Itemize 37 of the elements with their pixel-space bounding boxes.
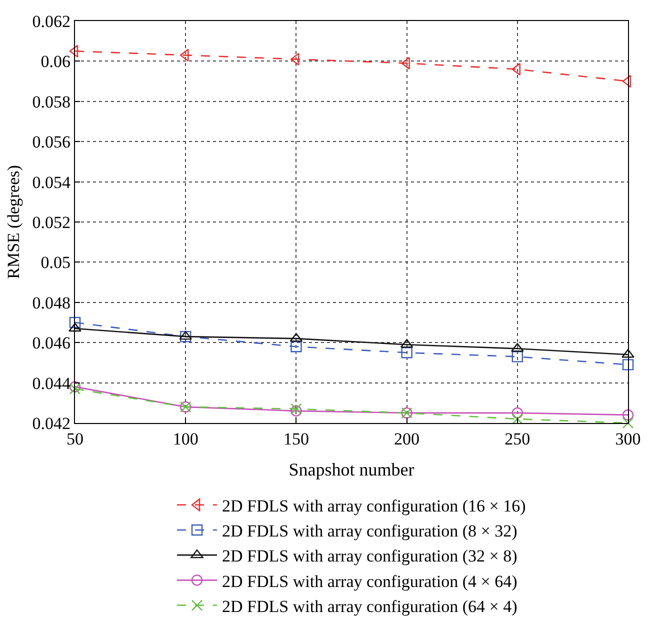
point xyxy=(512,407,523,419)
point xyxy=(622,417,634,429)
point xyxy=(622,359,634,370)
y-tick-label: 0.056 xyxy=(32,132,70,152)
x-tick-label: 100 xyxy=(172,430,198,448)
x-axis-title: Snapshot number xyxy=(288,460,414,480)
point xyxy=(179,330,192,340)
point xyxy=(622,409,634,421)
x-tick-label: 150 xyxy=(283,430,309,448)
point xyxy=(512,351,523,362)
legend-label: 2D FDLS with array configuration (8 × 32) xyxy=(222,522,518,541)
legend-label: 2D FDLS with array configuration (4 × 64) xyxy=(222,572,518,591)
y-axis-title: RMSE (degrees) xyxy=(4,165,23,279)
y-tick-label: 0.054 xyxy=(32,172,71,192)
y-tick-label: 0.06 xyxy=(40,52,70,72)
legend-label: 2D FDLS with array configuration (64 × 4) xyxy=(222,596,518,616)
y-tick-label: 0.044 xyxy=(32,374,71,393)
x-tick-label: 200 xyxy=(394,430,420,448)
point xyxy=(401,347,412,358)
y-tick-label: 0.05 xyxy=(40,253,70,272)
point xyxy=(69,316,81,328)
point xyxy=(290,341,302,352)
x-tick-label: 300 xyxy=(615,430,641,448)
x-tick-label: 250 xyxy=(504,430,530,448)
legend-label: 2D FDLS with array configuration (16 × 16) xyxy=(222,496,526,516)
legend-label: 2D FDLS with array configuration (32 × 8) xyxy=(222,546,518,566)
y-tick-label: 0.052 xyxy=(32,212,70,232)
y-tick-label: 0.046 xyxy=(32,334,70,353)
y-tick-label: 0.062 xyxy=(32,12,70,31)
point xyxy=(512,413,523,425)
point xyxy=(68,322,82,332)
point xyxy=(622,74,632,88)
y-tick-label: 0.058 xyxy=(32,92,70,112)
point xyxy=(180,330,192,342)
point xyxy=(69,44,78,58)
y-tick-label: 0.048 xyxy=(32,293,70,312)
point xyxy=(290,332,303,342)
